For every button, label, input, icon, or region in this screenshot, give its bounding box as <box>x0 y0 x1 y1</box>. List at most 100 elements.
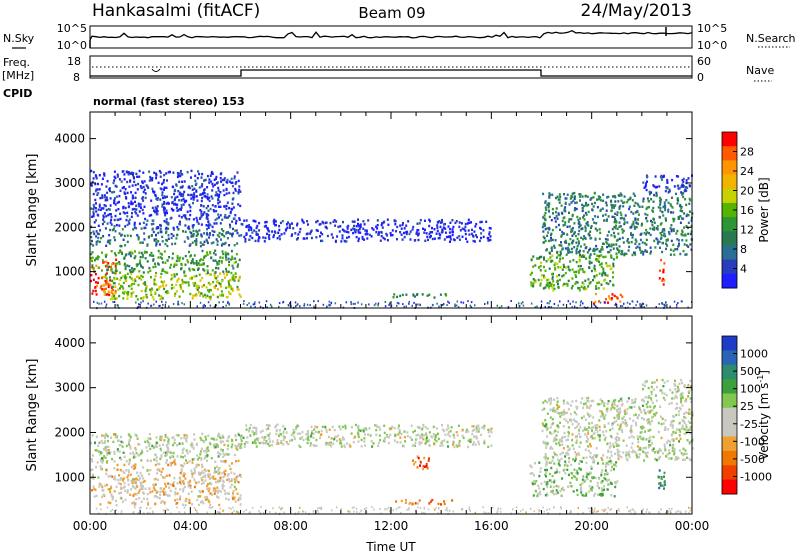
power-colorbar-tick-4: 12 <box>740 224 754 237</box>
velocity-ylabel: Slant Range [km] <box>25 359 40 472</box>
cpid-text: normal (fast stereo) 153 <box>93 95 245 108</box>
velocity-colorbar-tick-5: -100 <box>740 435 765 448</box>
power-colorbar-swatch-0 <box>722 132 737 147</box>
xtick-label-1: 04:00 <box>173 519 208 533</box>
velocity-region-6 <box>541 396 694 462</box>
power-region-2 <box>102 271 242 301</box>
nave-label: Nave <box>746 64 774 77</box>
power-colorbar-label: Power [dB] <box>757 177 771 242</box>
velocity-colorbar-tick-3: 25 <box>740 400 754 413</box>
power-region-10 <box>658 258 666 286</box>
velocity-colorbar-swatch-5 <box>722 407 737 423</box>
power-colorbar-tick-0: 28 <box>740 146 754 159</box>
date-label: 24/May/2013 <box>581 1 693 21</box>
power-colorbar-tick-3: 16 <box>740 204 754 217</box>
velocity-colorbar-tick-2: 100 <box>740 383 761 396</box>
velocity-colorbar-swatch-6 <box>722 422 737 438</box>
velocity-colorbar-tick-6: -500 <box>740 453 765 466</box>
power-colorbar-swatch-10 <box>722 273 737 289</box>
power-ytick-label-2: 3000 <box>54 176 85 190</box>
velocity-colorbar-swatch-3 <box>722 379 737 394</box>
velocity-colorbar-swatch-2 <box>722 364 737 380</box>
freq-glitch <box>151 68 161 72</box>
xtick-label-4: 16:00 <box>474 519 509 533</box>
velocity-region-5 <box>529 459 619 498</box>
power-region-0 <box>90 227 243 248</box>
velocity-region-1 <box>90 459 242 507</box>
velocity-colorbar-tick-7: -1000 <box>740 470 772 483</box>
velocity-ytick-label-3: 4000 <box>54 336 85 350</box>
power-panel: 1000 2000 3000 4000 Slant Range [km] 28 24 20… <box>25 111 771 310</box>
power-colorbar-tick-6: 4 <box>740 263 747 276</box>
nsearch-tick-bottom: 10^0 <box>697 39 727 52</box>
nave-tick-top: 60 <box>697 55 711 68</box>
power-colorbar-swatch-7 <box>722 231 737 246</box>
time-axis-title: Time UT <box>365 540 416 554</box>
freq-panel: Freq. [MHz] 18 8 60 0 Nave CPID normal (… <box>2 55 774 108</box>
power-colorbar-tick-1: 24 <box>740 165 754 178</box>
xtick-label-6: 00:00 <box>675 519 710 533</box>
beam-label: Beam 09 <box>358 4 425 22</box>
nsky-frame <box>89 25 693 49</box>
power-colorbar-tick-2: 20 <box>740 185 754 198</box>
freq-label: Freq. <box>3 56 30 69</box>
power-region-3 <box>90 249 241 274</box>
freq-trace <box>90 69 692 77</box>
power-scatter <box>90 169 694 310</box>
power-colorbar-swatch-1 <box>722 146 737 161</box>
velocity-region-2 <box>240 423 493 449</box>
freq-tick-bottom: 8 <box>73 71 80 84</box>
velocity-ytick-label-1: 2000 <box>54 425 85 439</box>
power-colorbar-tick-5: 8 <box>740 243 747 256</box>
velocity-scatter <box>90 378 694 515</box>
velocity-ytick-label-0: 1000 <box>54 470 85 484</box>
velocity-colorbar-tick-4: -25 <box>740 418 758 431</box>
nsky-tick-bottom: 10^0 <box>57 39 87 52</box>
power-region-4 <box>90 169 242 230</box>
power-region-5 <box>240 218 492 243</box>
freq-frame <box>89 55 693 79</box>
velocity-colorbar-swatch-7 <box>722 436 737 452</box>
velocity-colorbar-swatch-4 <box>722 393 737 409</box>
xtick-label-3: 12:00 <box>374 519 409 533</box>
time-axis-labels: 00:00 04:00 08:00 12:00 16:00 20:00 00:00 <box>73 519 710 533</box>
power-colorbar: 28 24 20 16 12 8 4 <box>721 131 754 289</box>
freq-unit: [MHz] <box>2 69 34 82</box>
nave-tick-bottom: 0 <box>697 71 704 84</box>
velocity-region-3 <box>395 498 454 506</box>
power-colorbar-swatch-4 <box>722 188 737 204</box>
velocity-colorbar-tick-0: 1000 <box>740 348 768 361</box>
velocity-region-4 <box>412 455 430 471</box>
power-region-11 <box>642 174 693 195</box>
power-colorbar-swatch-3 <box>722 174 737 190</box>
xtick-label-0: 00:00 <box>73 519 108 533</box>
xtick-label-2: 08:00 <box>273 519 308 533</box>
power-ytick-label-3: 4000 <box>54 132 85 146</box>
velocity-colorbar-tick-1: 500 <box>740 365 761 378</box>
velocity-colorbar-label: Velocity [m s-1] <box>756 370 771 460</box>
velocity-ytick-label-2: 3000 <box>54 381 85 395</box>
nsearch-label: N.Search <box>746 32 796 45</box>
velocity-colorbar: 1000 500 100 25 -25 -100 -500 -1000 <box>721 335 772 495</box>
cpid-label: CPID <box>3 87 32 100</box>
power-ylabel: Slant Range [km] <box>25 154 40 267</box>
nsky-label: N.Sky <box>3 32 35 45</box>
power-region-8 <box>541 191 694 257</box>
nsky-panel: N.Sky 10^5 10^0 10^5 10^0 N.Search <box>3 22 796 52</box>
power-ytick-label-0: 1000 <box>54 265 85 279</box>
power-colorbar-swatch-2 <box>722 160 737 176</box>
xtick-label-5: 20:00 <box>574 519 609 533</box>
station-title: Hankasalmi (fitACF) <box>92 1 260 21</box>
velocity-colorbar-swatch-9 <box>722 465 737 481</box>
velocity-panel: 1000 2000 3000 4000 Slant Range [km] 1000 50… <box>25 315 772 515</box>
velocity-colorbar-swatch-10 <box>722 479 737 495</box>
velocity-region-0 <box>90 432 243 462</box>
power-ytick-label-1: 2000 <box>54 220 85 234</box>
power-colorbar-swatch-9 <box>722 259 737 275</box>
power-colorbar-swatch-8 <box>722 245 737 261</box>
freq-tick-top: 18 <box>67 55 81 68</box>
nsky-trace <box>89 29 693 41</box>
power-colorbar-swatch-6 <box>722 217 737 232</box>
velocity-region-8 <box>641 378 693 399</box>
